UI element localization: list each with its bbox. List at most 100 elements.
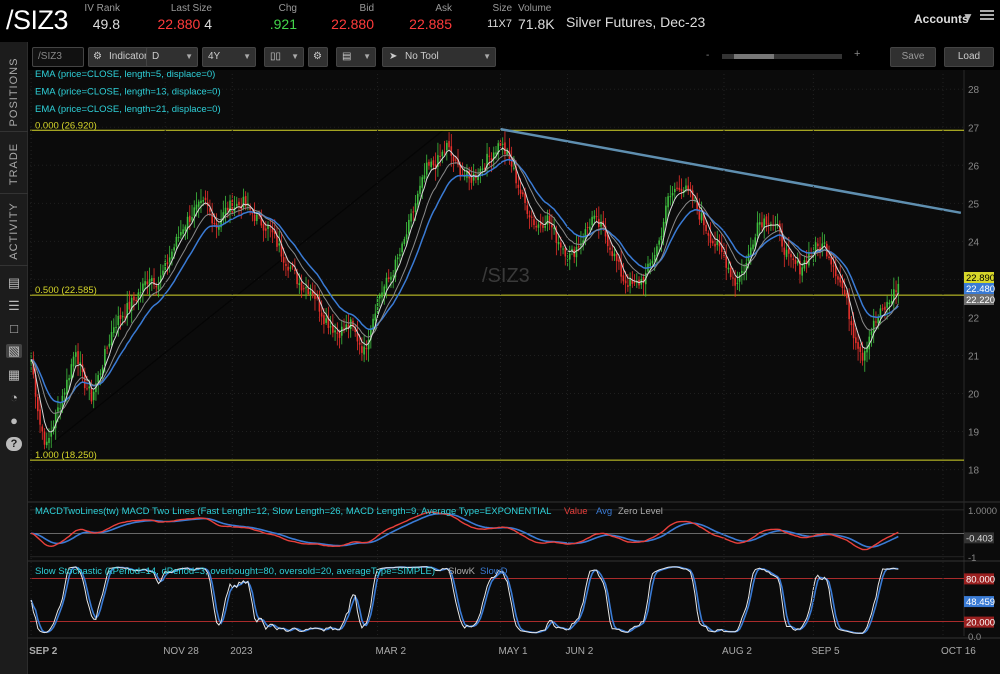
gauge-icon[interactable]: ◔: [10, 390, 18, 405]
zoom-slider[interactable]: [722, 54, 842, 59]
candle-body: [490, 158, 493, 161]
candle-body: [153, 278, 155, 285]
candle-body: [591, 216, 593, 226]
candle-body: [526, 205, 529, 214]
slow-d-line: [30, 565, 899, 634]
candle-body: [678, 187, 681, 190]
candle-body: [68, 378, 70, 381]
candle-body: [508, 150, 511, 160]
candle-body: [390, 276, 392, 280]
list-icon[interactable]: ☰: [8, 298, 20, 313]
candle-body: [841, 280, 844, 289]
candle-body: [213, 223, 216, 225]
price-tick-label: 19: [968, 428, 980, 439]
candle-body: [267, 225, 269, 229]
chg-value: .921: [269, 16, 297, 32]
candle-body: [419, 185, 421, 194]
save-button[interactable]: Save: [890, 47, 936, 67]
candle-body: [553, 227, 555, 230]
candle-body: [137, 292, 140, 300]
zoom-slider-thumb[interactable]: [734, 54, 774, 59]
zoom-out-button[interactable]: -: [706, 50, 710, 61]
candle-body: [884, 306, 886, 310]
candle-body: [378, 295, 381, 299]
candle-body: [50, 432, 53, 437]
candle-body: [660, 235, 663, 241]
candle-body: [372, 318, 374, 330]
candle-body: [101, 367, 104, 376]
bid-column: Bid 22.880: [322, 3, 374, 32]
candle-body: [347, 324, 350, 329]
slow-k-line: [30, 566, 899, 634]
news-icon[interactable]: ▤: [7, 275, 21, 290]
hamburger-icon[interactable]: [980, 8, 994, 22]
price-label: 22.220: [966, 295, 995, 306]
stoch-tick-label: 0.0: [968, 632, 981, 643]
tab-positions[interactable]: POSITIONS: [0, 52, 28, 132]
folder-icon[interactable]: □: [10, 321, 18, 336]
candle-body: [557, 241, 560, 245]
accounts-menu[interactable]: Accounts: [914, 12, 969, 26]
candle-body: [162, 270, 164, 275]
chart-icon[interactable]: ▧: [6, 343, 22, 358]
stochastic-panel: 80.000 20.000 0.0 48.459 Slow Stochastic (kP…: [28, 565, 1000, 643]
grid-icon[interactable]: ▦: [7, 367, 21, 382]
candle-body: [392, 275, 394, 277]
candle-body: [151, 278, 153, 282]
candle-body: [146, 281, 149, 285]
people-icon[interactable]: ●: [10, 413, 18, 428]
tool-value: No Tool: [405, 51, 439, 62]
candle-body: [732, 277, 734, 279]
candle-body: [108, 343, 111, 347]
settings-button[interactable]: ⚙: [308, 47, 328, 67]
candle-body: [756, 222, 759, 237]
candle-body: [685, 185, 687, 189]
volume-value: 71.8K: [518, 16, 555, 32]
candle-body: [506, 150, 508, 155]
candle-body: [486, 153, 488, 168]
macd-legend-avg: Avg: [596, 506, 612, 517]
aggregation-select[interactable]: D ▼: [146, 47, 198, 67]
macd-panel: 1.0000 -1 -0.403 MACDTwoLines(tw) MACD Two …: [28, 506, 1000, 564]
cursor-icon: ➤: [389, 51, 398, 62]
chart-style-button[interactable]: ▯▯ ▼: [264, 47, 304, 67]
price-tick-label: 26: [968, 161, 980, 172]
candle-body: [537, 224, 540, 228]
tool-select[interactable]: ➤ No Tool ▼: [382, 47, 496, 67]
stoch-current-label: 48.459: [966, 597, 995, 608]
help-icon[interactable]: ?: [6, 437, 22, 451]
candle-body: [338, 332, 341, 338]
candle-body: [700, 213, 703, 221]
load-button[interactable]: Load: [944, 47, 994, 67]
candles-icon: ▯▯: [270, 51, 282, 62]
macd-value-line: [30, 511, 899, 551]
symbol-title[interactable]: /SIZ3: [6, 5, 69, 35]
timeframe-select[interactable]: 4Y ▼: [202, 47, 256, 67]
candle-body: [890, 300, 893, 304]
drawings-button[interactable]: ▤ ▼: [336, 47, 376, 67]
symbol-input[interactable]: /SIZ3: [32, 47, 84, 67]
candle-body: [264, 228, 267, 231]
candle-body: [423, 175, 426, 179]
candle-body: [434, 164, 437, 169]
candle-body: [349, 319, 352, 330]
price-tick-label: 18: [968, 466, 980, 477]
candle-body: [629, 278, 631, 286]
candle-body: [595, 216, 598, 218]
tab-activity[interactable]: ACTIVITY: [0, 196, 28, 266]
candle-body: [765, 216, 768, 225]
candle-body: [171, 251, 173, 259]
candle-body: [877, 317, 879, 324]
tab-trade[interactable]: TRADE: [0, 134, 28, 194]
candle-body: [318, 297, 321, 312]
macd-legend-zero: Zero Level: [618, 506, 663, 517]
candle-body: [828, 256, 830, 259]
candle-body: [636, 281, 638, 283]
candle-body: [457, 159, 459, 165]
chevron-down-icon[interactable]: ▼: [962, 10, 974, 24]
candle-body: [839, 277, 841, 283]
macd-current-bg: [964, 532, 994, 544]
zoom-in-button[interactable]: +: [854, 48, 861, 60]
candle-body: [113, 327, 115, 333]
